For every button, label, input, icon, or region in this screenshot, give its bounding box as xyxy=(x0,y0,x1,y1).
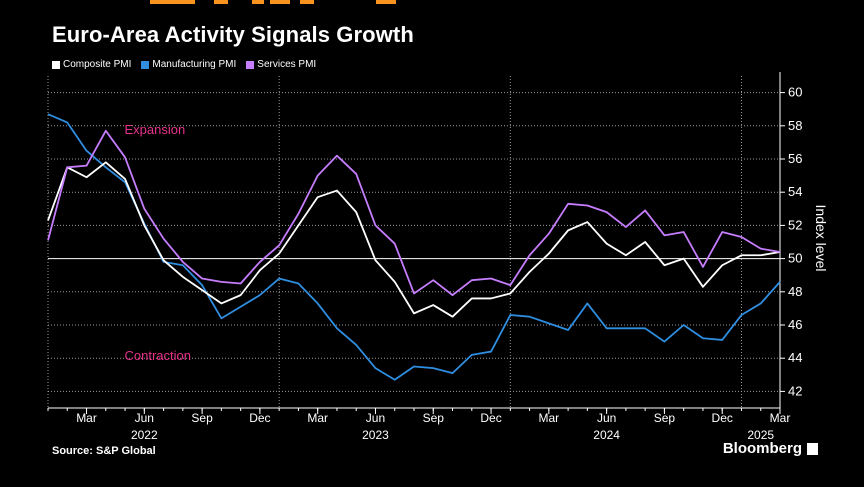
series-line-composite-pmi xyxy=(47,161,781,318)
x-tick-label: Dec xyxy=(249,411,270,425)
legend-item-manufacturing: Manufacturing PMI xyxy=(141,59,236,70)
y-axis-title: Index level xyxy=(813,205,829,272)
annotation-contraction: Contraction xyxy=(125,348,191,363)
y-tick-label: 56 xyxy=(788,151,802,166)
legend-label-composite: Composite PMI xyxy=(63,59,132,70)
annotation-expansion: Expansion xyxy=(125,122,186,137)
x-tick-label: Mar xyxy=(307,411,328,425)
x-year-label: 2024 xyxy=(593,428,620,442)
chart-legend: Composite PMI Manufacturing PMI Services… xyxy=(52,59,316,70)
brand-logo: Bloomberg xyxy=(723,440,818,457)
x-year-label: 2022 xyxy=(131,428,158,442)
legend-swatch-services xyxy=(246,60,255,69)
x-tick-label: Jun xyxy=(135,411,154,425)
y-tick-label: 58 xyxy=(788,118,802,133)
bloomberg-terminal-icon xyxy=(807,442,818,455)
legend-swatch-manufacturing xyxy=(141,60,150,69)
series-line-manufacturing-pmi xyxy=(47,113,781,381)
y-tick-label: 50 xyxy=(788,251,802,266)
brand-name: Bloomberg xyxy=(722,440,802,457)
x-tick-label: Dec xyxy=(712,411,733,425)
x-tick-label: Sep xyxy=(191,411,213,425)
y-tick-label: 42 xyxy=(788,383,802,398)
y-tick-label: 52 xyxy=(788,217,802,232)
y-tick-label: 48 xyxy=(788,284,802,299)
x-tick-label: Jun xyxy=(366,411,385,425)
legend-item-services: Services PMI xyxy=(246,59,316,70)
y-tick-label: 44 xyxy=(788,350,802,365)
x-tick-label: Mar xyxy=(770,411,791,425)
x-tick-label: Jun xyxy=(597,411,616,425)
x-tick-label: Dec xyxy=(480,411,501,425)
y-tick-label: 60 xyxy=(788,85,802,100)
legend-swatch-composite xyxy=(52,60,60,69)
legend-label-manufacturing: Manufacturing PMI xyxy=(152,59,237,70)
x-tick-label: Mar xyxy=(76,411,97,425)
x-tick-label: Mar xyxy=(539,411,560,425)
x-year-label: 2023 xyxy=(362,428,389,442)
y-tick-label: 54 xyxy=(788,184,802,199)
x-tick-label: Sep xyxy=(423,411,445,425)
source-note: Source: S&P Global xyxy=(52,445,156,457)
top-color-strip xyxy=(0,0,864,6)
x-year-label: 2025 xyxy=(747,428,774,442)
legend-label-services: Services PMI xyxy=(257,59,317,70)
legend-item-composite: Composite PMI xyxy=(52,59,131,70)
page-title: Euro-Area Activity Signals Growth xyxy=(52,22,414,47)
y-tick-label: 46 xyxy=(788,317,802,332)
series-line-services-pmi xyxy=(47,129,781,297)
x-tick-label: Sep xyxy=(654,411,676,425)
